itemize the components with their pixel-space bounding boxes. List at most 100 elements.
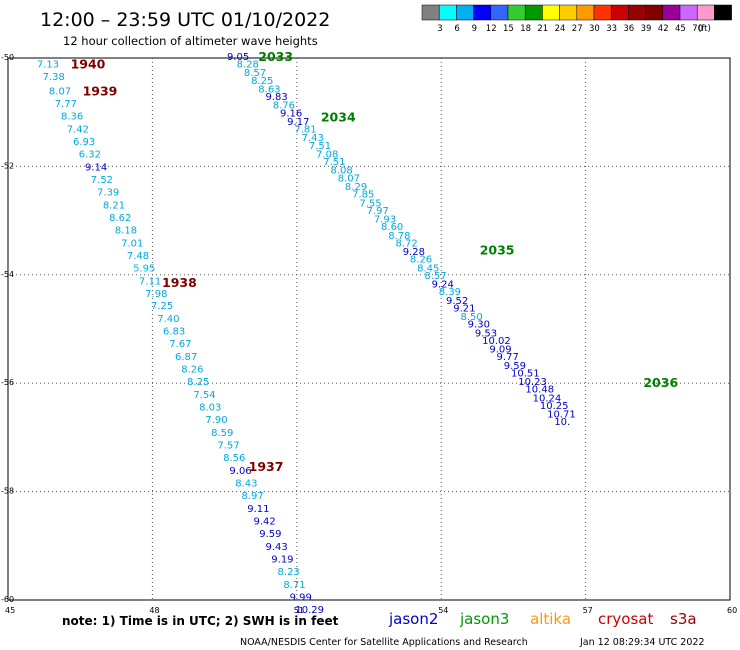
data-point-label: 7.52 [91, 175, 113, 186]
data-point-label: 10.25 [540, 401, 569, 412]
data-point-label: 8.50 [460, 312, 482, 323]
data-point-label: 7.54 [193, 390, 215, 401]
data-point-label: 7.43 [302, 133, 324, 144]
data-point-label: 8.18 [115, 225, 137, 236]
colorbar-swatch [507, 4, 526, 21]
colorbar-swatch [524, 4, 543, 21]
colorbar-swatch [610, 4, 629, 21]
colorbar-swatch [662, 4, 681, 21]
data-point-label: 9.77 [497, 352, 519, 363]
data-points: 7.137.388.077.778.367.426.936.329.147.52… [37, 52, 576, 616]
data-point-label: 8.25 [187, 377, 209, 388]
data-point-label: 9.43 [266, 542, 288, 553]
data-point-label: 8.57 [424, 271, 446, 282]
data-point-label: 9.30 [468, 320, 490, 331]
data-point-label: 7.08 [316, 149, 338, 160]
pass-number-label: 2033 [258, 49, 293, 64]
data-point-label: 7.77 [55, 99, 77, 110]
data-point-label: 9.21 [453, 303, 475, 314]
data-point-label: 9.28 [403, 247, 425, 258]
data-point-label: 8.60 [381, 222, 403, 233]
x-axis-ticks: 45 48 51 54 57 60 [5, 606, 737, 615]
pass-number-label: 1938 [162, 275, 197, 290]
data-point-label: 7.39 [97, 187, 119, 198]
data-point-label: 7.13 [37, 60, 59, 71]
data-point-label: 9.42 [253, 516, 275, 527]
data-point-label: 7.57 [217, 441, 239, 452]
data-point-label: 10.24 [533, 393, 562, 404]
data-point-label: 7.81 [294, 125, 316, 136]
data-point-label: 8.78 [388, 231, 410, 242]
legend-s3a: s3a [670, 610, 697, 628]
footer-credit: NOAA/NESDIS Center for Satellite Applica… [240, 637, 528, 648]
chart-subtitle: 12 hour collection of altimeter wave hei… [63, 34, 318, 48]
legend-jason3: jason3 [459, 610, 509, 628]
data-point-label: 8.03 [199, 403, 221, 414]
data-point-label: 8.07 [49, 87, 71, 98]
data-point-label: 9.99 [290, 592, 312, 603]
data-point-label: 7.42 [67, 125, 89, 136]
data-point-label: 9.09 [489, 345, 511, 356]
colorbar-tick-label: 33 [606, 24, 617, 34]
colorbar-swatch [421, 4, 440, 21]
data-point-label: 8.28 [237, 60, 259, 71]
pass-number-label: 1939 [83, 84, 118, 99]
colorbar-unit: (ft) [698, 24, 711, 34]
colorbar-tick-label: 36 [623, 24, 634, 34]
data-point-label: 9.16 [280, 108, 302, 119]
colorbar-swatch [576, 4, 595, 21]
data-point-label: 8.72 [395, 238, 417, 249]
satellite-legend: jason2 jason3 altika cryosat s3a [388, 610, 697, 628]
y-tick-label: -60 [1, 595, 14, 604]
data-point-label: 8.26 [181, 365, 203, 376]
data-point-label: 6.87 [175, 352, 197, 363]
data-point-label: 10.02 [482, 336, 511, 347]
data-point-label: 9.53 [475, 328, 497, 339]
plot-frame [7, 57, 731, 601]
data-point-label: 7.51 [323, 157, 345, 168]
data-point-label: 6.93 [73, 137, 95, 148]
pass-labels: 1940 1939 1938 1937 2033 2034 2035 2036 [71, 49, 679, 474]
colorbar-tick-label: 39 [641, 24, 652, 34]
x-tick-label: 51 [294, 606, 304, 615]
data-point-label: 7.01 [121, 238, 143, 249]
data-point-label: 6.32 [79, 149, 101, 160]
y-tick-label: -50 [1, 53, 14, 62]
data-point-label: 7.25 [151, 301, 173, 312]
data-point-label: 8.07 [338, 173, 360, 184]
data-point-label: 7.48 [127, 251, 149, 262]
colorbar-swatch [628, 4, 646, 21]
data-point-label: 8.62 [109, 213, 131, 224]
colorbar-tick-label: 6 [454, 24, 459, 34]
colorbar-tick-label: 12 [486, 24, 497, 34]
data-point-label: 7.90 [205, 415, 227, 426]
data-point-label: 10.71 [547, 410, 576, 421]
footer-note: note: 1) Time is in UTC; 2) SWH is in fe… [62, 614, 339, 628]
data-point-label: 9.59 [504, 361, 526, 372]
data-point-label: 8.43 [235, 478, 257, 489]
data-point-label: 8.76 [273, 101, 295, 112]
pass-number-label: 2035 [480, 242, 515, 257]
colorbar-tick-label: 18 [520, 24, 531, 34]
data-point-label: 8.25 [251, 76, 273, 87]
data-point-label: 8.56 [223, 453, 245, 464]
x-tick-label: 54 [438, 606, 448, 615]
data-point-label: 7.85 [352, 190, 374, 201]
data-point-label: 9.83 [266, 92, 288, 103]
colorbar-swatch [593, 4, 612, 21]
colorbar-swatch [559, 4, 578, 21]
data-point-label: 8.21 [103, 200, 125, 211]
data-point-label: 9.52 [446, 296, 468, 307]
colorbar-tick-label: 27 [572, 24, 583, 34]
data-point-label: 8.29 [345, 182, 367, 193]
data-point-label: 8.23 [278, 567, 300, 578]
data-point-label: 8.57 [244, 68, 266, 79]
data-point-label: 9.24 [432, 280, 454, 291]
colorbar-tick-label: 42 [658, 24, 669, 34]
footer-timestamp: Jan 12 08:29:34 UTC 2022 [579, 637, 705, 648]
data-point-label: 10.23 [518, 377, 547, 388]
data-point-label: 8.36 [61, 112, 83, 123]
pass-number-label: 1937 [249, 459, 284, 474]
data-point-label: 8.26 [410, 255, 432, 266]
colorbar-swatch [542, 4, 560, 21]
